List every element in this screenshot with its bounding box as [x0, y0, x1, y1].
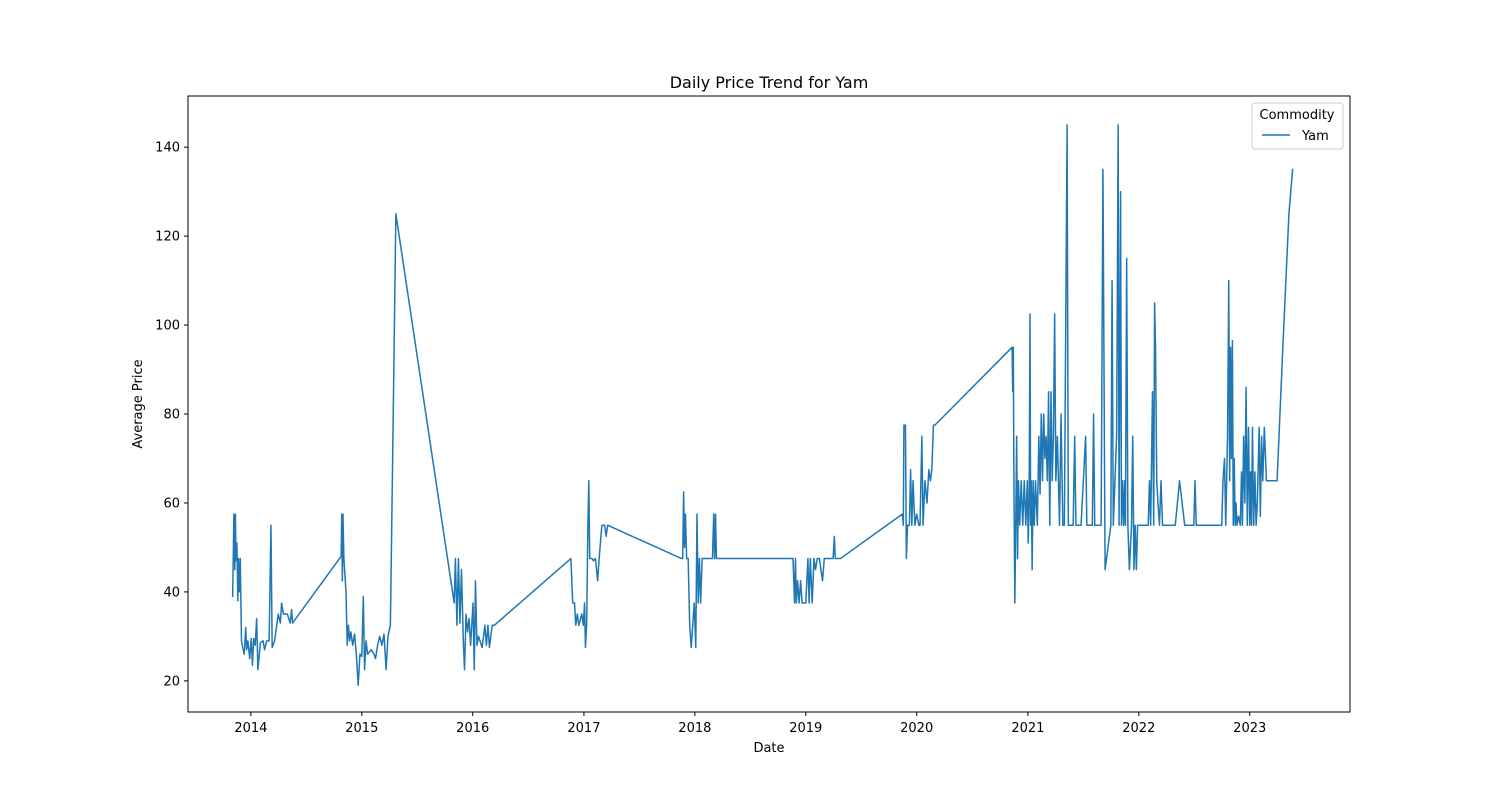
x-tick-label: 2017: [567, 721, 600, 736]
y-tick-label: 40: [163, 585, 180, 600]
x-tick-label: 2020: [900, 721, 933, 736]
series-line-yam: [231, 124, 1294, 687]
x-tick-label: 2018: [678, 721, 711, 736]
plot-frame: [187, 95, 1351, 713]
y-tick-label: 80: [163, 408, 180, 423]
x-tick-label: 2021: [1011, 721, 1044, 736]
x-axis-ticks: 2014 2015 2016 2017 2018 2019 2020 2021 2022 2023: [234, 712, 1266, 736]
x-tick-label: 2015: [345, 721, 378, 736]
x-tick-label: 2016: [456, 721, 489, 736]
x-tick-label: 2023: [1233, 721, 1266, 736]
x-axis-label: Date: [753, 741, 784, 756]
y-tick-label: 20: [163, 674, 180, 689]
y-axis-ticks: 20 40 60 80 100 120 140: [155, 141, 188, 689]
legend-frame: [1251, 102, 1344, 150]
y-axis-label: Average Price: [131, 359, 146, 448]
x-tick-label: 2022: [1122, 721, 1155, 736]
axes: [187, 95, 1351, 713]
chart-title: Daily Price Trend for Yam: [670, 73, 869, 92]
legend-entry-yam: Yam: [1301, 129, 1329, 144]
x-tick-label: 2014: [234, 721, 267, 736]
plot-area: [231, 124, 1294, 687]
y-tick-label: 120: [155, 230, 180, 245]
legend: Commodity Yam: [1251, 102, 1344, 150]
legend-title: Commodity: [1260, 108, 1335, 123]
y-tick-label: 100: [155, 319, 180, 334]
x-tick-label: 2019: [789, 721, 822, 736]
y-tick-label: 140: [155, 141, 180, 156]
y-tick-label: 60: [163, 496, 180, 511]
